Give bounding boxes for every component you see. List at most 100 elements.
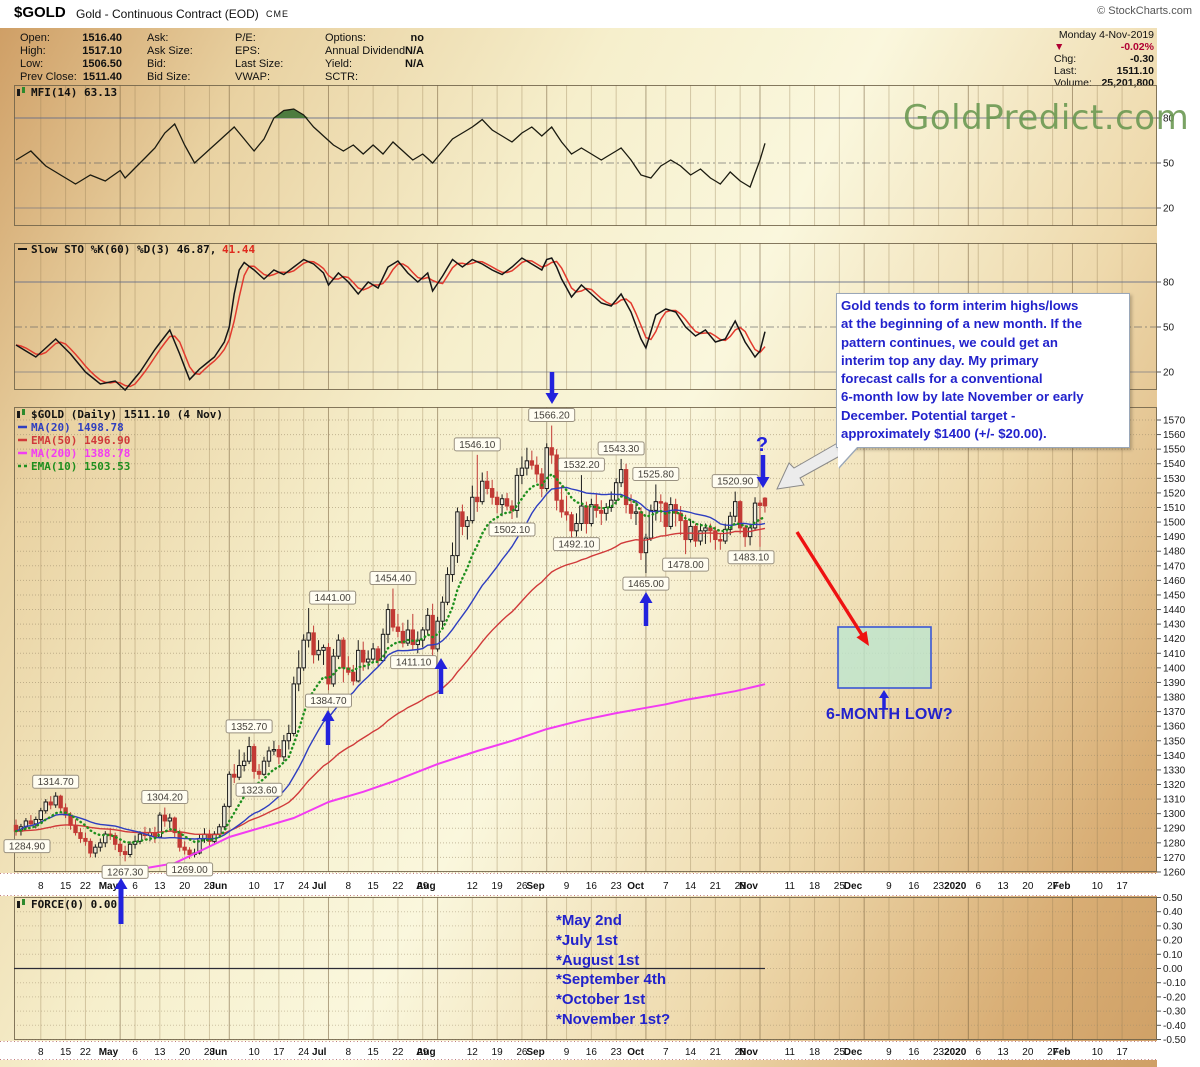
candle-body xyxy=(53,795,58,806)
month-line: *November 1st? xyxy=(556,1010,671,1028)
candle-body xyxy=(28,820,34,825)
candle-body xyxy=(653,501,659,511)
axis-label: 1410 xyxy=(1163,649,1186,660)
chg-label: Chg: xyxy=(1054,53,1077,65)
candle-body xyxy=(336,639,341,657)
candle-body xyxy=(485,480,490,490)
candle-body xyxy=(728,515,733,530)
price-label-text: 1492.10 xyxy=(558,540,595,551)
price-label-box xyxy=(304,693,352,708)
week-axis-label: 28 xyxy=(204,881,216,892)
candle-body xyxy=(365,658,371,663)
price-label-text: 1267.30 xyxy=(107,867,144,878)
candle-body xyxy=(167,817,172,822)
ema50-legend: EMA(50) 1496.90 xyxy=(31,434,130,447)
candle-body xyxy=(256,770,262,775)
price-label-box xyxy=(727,550,775,565)
copyright: © StockCharts.com xyxy=(1097,5,1192,17)
month-line: *September 4th xyxy=(556,971,667,989)
candle-body xyxy=(718,539,723,542)
symbol-name: Gold - Continuous Contract (EOD) xyxy=(76,7,259,21)
month-axis-label: Dec xyxy=(844,881,863,892)
icon-bar xyxy=(17,89,20,96)
note-line: approximately $1400 (+/- $20.00). xyxy=(841,426,1047,442)
candle-body xyxy=(137,833,143,842)
week-axis-label: 11 xyxy=(785,1047,796,1058)
candle-body xyxy=(499,498,505,506)
chg-value: -0.30 xyxy=(1130,53,1154,65)
price-label xyxy=(225,719,273,734)
month-axis-label: Feb xyxy=(1053,881,1071,892)
last-size-label: Last Size: xyxy=(235,58,284,70)
sctr-label: SCTR: xyxy=(325,71,358,83)
candle-body xyxy=(668,504,673,527)
axis-label: 0.50 xyxy=(1163,893,1183,904)
price-label xyxy=(622,576,670,591)
candle-body xyxy=(78,832,83,839)
week-axis-label: 14 xyxy=(685,881,697,892)
panel-frame xyxy=(14,243,1157,390)
candle-body xyxy=(48,801,53,806)
candle-body xyxy=(663,502,668,527)
week-axis-label: 9 xyxy=(886,1047,892,1058)
axis-label: 1400 xyxy=(1163,663,1186,674)
note-line: forecast calls for a conventional xyxy=(841,371,1043,387)
week-axis-label: 15 xyxy=(368,1047,380,1058)
week-axis-label: 23 xyxy=(611,1047,623,1058)
options-label: Options: xyxy=(325,32,366,44)
candle-body xyxy=(281,740,287,758)
candle-body xyxy=(698,530,703,542)
axis-label: 1350 xyxy=(1163,736,1186,747)
red-arrow xyxy=(795,531,865,637)
month-axis-label: Jun xyxy=(209,1047,227,1058)
axis-label: 1560 xyxy=(1163,430,1186,441)
month-axis-label: Feb xyxy=(1053,1047,1071,1058)
price-label xyxy=(304,693,352,708)
week-axis-label: 8 xyxy=(346,1047,352,1058)
candle-body xyxy=(113,835,118,845)
month-axis-label: 2020 xyxy=(944,1047,967,1058)
candle-body xyxy=(737,501,743,529)
icon-bar xyxy=(22,899,25,905)
axis-label: 0.00 xyxy=(1163,964,1183,975)
last-value: 1511.10 xyxy=(1116,65,1154,77)
candle-body xyxy=(683,520,688,541)
candle-body xyxy=(306,632,311,641)
price-label-text: 1284.90 xyxy=(9,842,46,853)
price-label xyxy=(235,782,283,797)
candle-body xyxy=(187,849,192,855)
week-axis-label: 7 xyxy=(663,1047,669,1058)
sto-d-line xyxy=(15,259,766,388)
mfi-legend: MFI(14) 63.13 xyxy=(31,86,117,99)
candle-body xyxy=(266,750,272,762)
axis-label: 1470 xyxy=(1163,561,1186,572)
candle-body xyxy=(351,671,356,682)
candle-body xyxy=(504,498,510,507)
week-axis-label: 15 xyxy=(60,1047,72,1058)
axis-label: 1260 xyxy=(1163,867,1186,878)
month-axis-label: Oct xyxy=(627,881,644,892)
week-axis-label: 16 xyxy=(586,881,598,892)
options-value: no xyxy=(410,32,424,44)
candle-body xyxy=(544,447,549,490)
yield-value: N/A xyxy=(405,58,424,70)
week-axis-label: 20 xyxy=(179,1047,191,1058)
axis-label: 80 xyxy=(1163,114,1175,125)
axis-label: 1460 xyxy=(1163,576,1186,587)
axis-label: 1290 xyxy=(1163,824,1186,835)
indicator-icon xyxy=(17,409,25,418)
candle-body xyxy=(341,639,346,669)
axis-label: 1320 xyxy=(1163,780,1186,791)
candle-body xyxy=(445,574,450,603)
candle-body xyxy=(117,843,123,853)
price-label xyxy=(453,437,501,452)
month-line: *May 2nd xyxy=(556,912,622,929)
note-line: interim top any day. My primary xyxy=(841,352,1039,368)
price-label xyxy=(727,550,775,565)
axis-label: 1330 xyxy=(1163,765,1186,776)
candle-body xyxy=(757,502,763,506)
candle-body xyxy=(480,480,485,503)
axis-label: -0.20 xyxy=(1163,992,1186,1003)
axis-label: 1420 xyxy=(1163,634,1186,645)
